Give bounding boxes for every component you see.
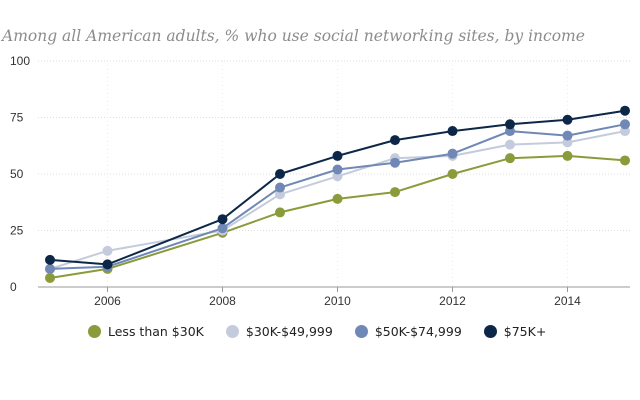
data-point [217,214,228,225]
data-point [620,119,630,130]
axes [38,286,630,292]
y-tick-label: 75 [10,111,24,125]
data-point [562,130,573,141]
data-point [447,148,458,159]
data-point [447,126,458,137]
series-line-1 [49,130,626,270]
series-line-2 [49,123,626,270]
data-point [332,150,343,161]
legend-label: $75K+ [503,324,547,339]
legend-item: $30K-$49,999 [225,324,333,339]
data-point [102,259,113,270]
data-point [45,254,55,265]
legend-item: $50K-$74,999 [354,324,462,339]
data-point [332,193,343,204]
legend-label: $30K-$49,999 [245,324,333,339]
legend-label: Less than $30K [108,324,204,339]
data-point [390,157,400,168]
data-point [505,153,515,164]
y-tick-label: 100 [10,54,30,68]
data-point [102,245,113,256]
data-point [275,169,285,179]
data-point [275,207,285,218]
series-lines [45,105,630,283]
data-point [390,135,400,146]
data-point [620,155,630,166]
y-tick-label: 50 [10,167,24,181]
chart-title: Among all American adults, % who use soc… [2,27,585,45]
legend: Less than $30K $30K-$49,999 $50K-$74,999 $7… [88,324,568,339]
x-tick-label: 2012 [439,294,466,308]
data-point [45,263,55,274]
x-tick-label: 2008 [209,294,236,308]
legend-item: $75K+ [483,324,547,339]
data-point [620,105,630,116]
legend-swatch-icon [225,325,239,338]
y-tick-label: 25 [10,224,24,238]
legend-item: Less than $30K [88,324,204,339]
series-line-3 [49,109,626,266]
data-point [505,119,515,130]
series-line-0 [49,154,626,279]
x-tick-label: 2014 [554,294,581,308]
data-point [390,187,400,198]
data-point [45,272,55,283]
data-point [447,169,458,179]
x-tick-label: 2006 [94,294,121,308]
data-point [505,139,515,150]
legend-swatch-icon [354,325,368,338]
x-tick-label: 2010 [324,294,351,308]
legend-swatch-icon [483,325,497,338]
y-tick-label: 0 [10,280,17,294]
data-point [275,182,285,193]
data-point [562,114,573,125]
legend-label: $50K-$74,999 [374,324,462,339]
legend-swatch-icon [88,325,101,338]
data-point [217,223,228,234]
data-point [332,164,343,175]
tick-labels: 0 25 50 75 100 2006 2008 2010 2012 2014 [10,54,581,308]
data-point [562,150,573,161]
